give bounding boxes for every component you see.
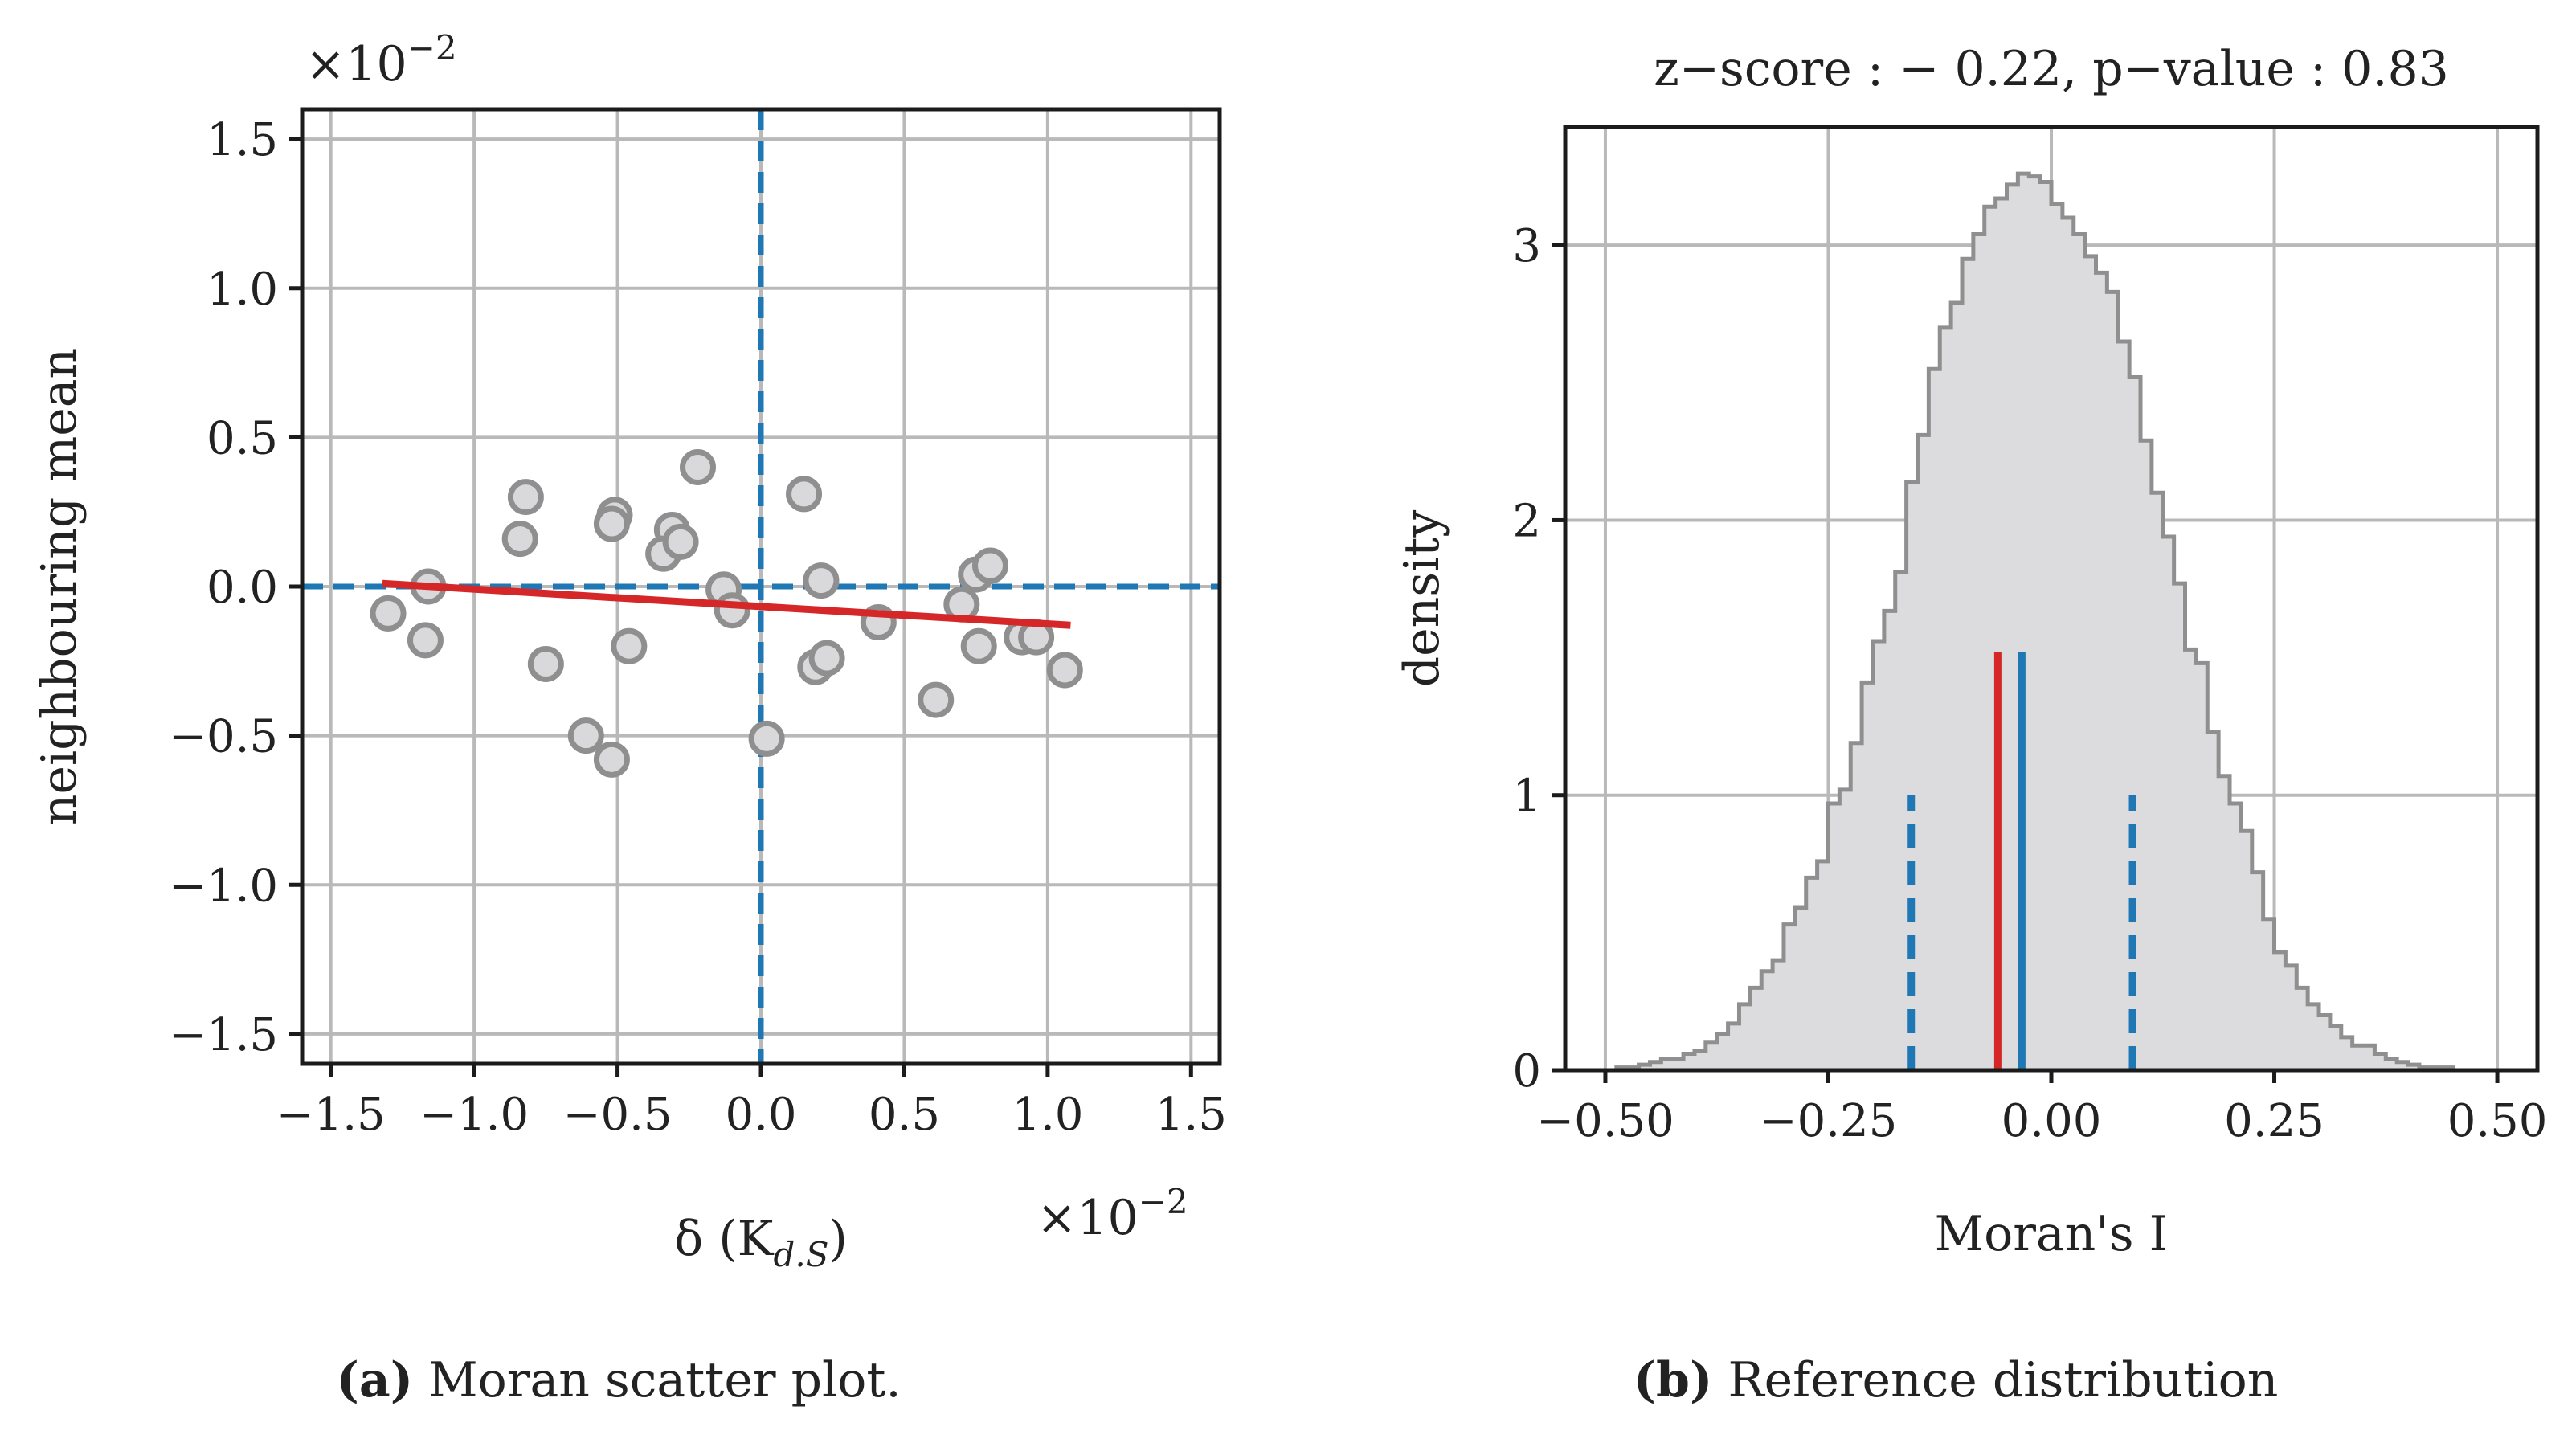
scatter-point (370, 595, 407, 632)
panel-b-caption: (b) Reference distribution (1634, 1352, 2279, 1408)
panel-b-x-tick-label: 0.00 (2002, 1095, 2102, 1147)
panel-a-regression (382, 579, 1071, 629)
scatter-point (786, 476, 823, 513)
panel-b-histogram-area (1605, 171, 2498, 1073)
panel-a-y-tick-label: 1.5 (206, 114, 278, 166)
panel-a-ticks: −1.5 −1.0 −0.5 0.0 0.5 1.0 1.5 −1.5 −1.0 −0.5 0.0 0… (169, 114, 1227, 1141)
panel-b-histogram: −0.50 −0.25 0.00 0.25 0.50 0 1 2 3 z−score : − 0… (1394, 41, 2547, 1408)
panel-a-x-tick-label: 1.5 (1155, 1089, 1227, 1141)
panel-a-x-tick-label: −1.5 (276, 1089, 386, 1141)
panel-a-y-tick-label: −0.5 (169, 711, 278, 763)
scatter-point (918, 681, 955, 718)
panel-b-y-tick-label: 0 (1512, 1045, 1541, 1098)
panel-b-x-tick-label: −0.25 (1760, 1095, 1898, 1147)
panel-b-y-tick-label: 3 (1512, 220, 1541, 272)
panel-a-y-tick-label: 1.0 (206, 264, 278, 316)
panel-b-y-tick-label: 2 (1512, 495, 1541, 547)
panel-b-ticks: −0.50 −0.25 0.00 0.25 0.50 0 1 2 3 (1512, 220, 2547, 1147)
panel-a-x-tick-label: 0.0 (725, 1089, 796, 1141)
panel-a-x-axis-label: δ (Kd.S) (674, 1211, 848, 1274)
scatter-point (501, 521, 538, 558)
scatter-point (593, 505, 630, 542)
scatter-point (662, 523, 699, 560)
scatter-point (407, 622, 444, 659)
panel-a-x-tick-label: 1.0 (1012, 1089, 1083, 1141)
panel-b-x-tick-label: 0.50 (2447, 1095, 2548, 1147)
panel-a-scatter: −1.5 −1.0 −0.5 0.0 0.5 1.0 1.5 −1.5 −1.0 −0.5 0.0 0… (31, 28, 1227, 1408)
panel-a-x-tick-label: −1.0 (419, 1089, 529, 1141)
scatter-point (960, 627, 997, 664)
panel-a-reference-lines (302, 109, 1220, 1064)
panel-b-x-axis-label: Moran's I (1935, 1206, 2169, 1262)
panel-a-y-tick-label: 0.5 (206, 412, 278, 464)
scatter-point (611, 627, 648, 664)
scatter-point (1046, 652, 1083, 689)
panel-b-x-tick-label: 0.25 (2224, 1095, 2325, 1147)
panel-b-title: z−score : − 0.22, p−value : 0.83 (1654, 41, 2449, 97)
scatter-point (714, 592, 750, 629)
panel-a-y-tick-label: 0.0 (206, 562, 278, 614)
panel-a-y-tick-label: −1.5 (169, 1009, 278, 1061)
panel-a-y-multiplier: ×10−2 (305, 28, 457, 92)
scatter-point (808, 640, 845, 677)
panel-a-x-tick-label: −0.5 (563, 1089, 673, 1141)
panel-a-points (370, 449, 1083, 778)
panel-b-x-tick-label: −0.50 (1536, 1095, 1674, 1147)
panel-a-y-axis-label: neighbouring mean (31, 348, 88, 825)
panel-a-caption: (a) Moran scatter plot. (336, 1352, 901, 1408)
panel-a-x-tick-label: 0.5 (869, 1089, 940, 1141)
scatter-point (972, 547, 1008, 584)
scatter-point (527, 646, 564, 683)
panel-b-y-tick-label: 1 (1512, 771, 1541, 823)
scatter-point (748, 720, 785, 757)
scatter-point (507, 479, 544, 516)
scatter-point (679, 449, 716, 485)
panel-a-y-tick-label: −1.0 (169, 860, 278, 912)
panel-a-x-multiplier: ×10−2 (1037, 1182, 1188, 1246)
panel-b-y-axis-label: density (1394, 510, 1450, 688)
scatter-point (803, 562, 840, 599)
scatter-point (593, 741, 630, 778)
regression-line (382, 579, 1071, 629)
scatter-point (567, 717, 604, 754)
panel-b-markers (1907, 652, 2136, 1070)
